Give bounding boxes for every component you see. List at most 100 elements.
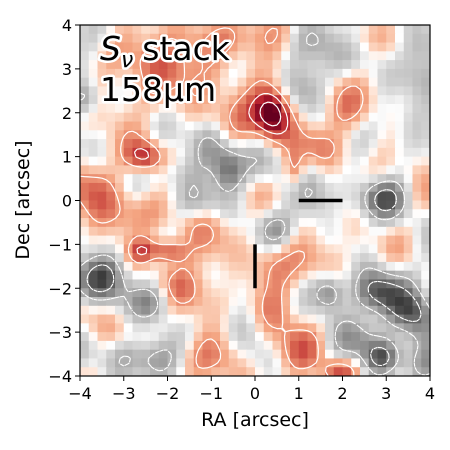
heatmap-cell (386, 209, 396, 219)
heatmap-cell (106, 314, 116, 324)
heatmap-cell (290, 340, 300, 351)
heatmap-cell (176, 297, 186, 307)
heatmap-cell (395, 51, 405, 61)
heatmap-cell (228, 323, 239, 333)
heatmap-cell (158, 51, 169, 61)
heatmap-cell (80, 174, 90, 184)
heatmap-cell (246, 42, 256, 52)
heatmap-cell (412, 332, 422, 342)
heatmap-cell (246, 209, 256, 219)
heatmap-cell (132, 200, 142, 210)
heatmap-cell (421, 174, 430, 184)
heatmap-cell (202, 68, 212, 79)
heatmap-cell (272, 332, 282, 342)
heatmap-cell (316, 191, 326, 202)
heatmap-cell (228, 367, 239, 376)
heatmap-cell (333, 314, 344, 324)
heatmap-cell (228, 68, 239, 79)
heatmap-cell (202, 25, 212, 35)
heatmap-cell (106, 139, 116, 149)
heatmap-cell (150, 226, 160, 237)
heatmap-cell (290, 314, 300, 324)
heatmap-cell (325, 288, 335, 298)
heatmap-cell (141, 367, 151, 376)
heatmap-cell (412, 314, 422, 324)
heatmap-cell (106, 121, 116, 131)
heatmap-cell (386, 349, 396, 360)
heatmap-cell (263, 51, 274, 61)
heatmap-cell (263, 60, 274, 70)
heatmap-cell (263, 86, 274, 96)
heatmap-cell (132, 323, 142, 333)
heatmap-cell (97, 209, 107, 219)
heatmap-cell (150, 86, 160, 96)
heatmap-cell (263, 235, 274, 245)
heatmap-cell (220, 314, 230, 324)
heatmap-cell (246, 314, 256, 324)
heatmap-cell (202, 77, 212, 88)
heatmap-cell (193, 200, 204, 210)
heatmap-cell (342, 323, 352, 333)
heatmap-cell (412, 112, 422, 123)
heatmap-cell (158, 139, 169, 149)
heatmap-cell (220, 288, 230, 298)
heatmap-cell (281, 314, 291, 324)
heatmap-cell (263, 340, 274, 351)
heatmap-cell (325, 244, 335, 254)
heatmap-cell (123, 51, 134, 61)
heatmap-cell (193, 209, 204, 219)
heatmap-cell (307, 314, 317, 324)
heatmap-cell (395, 174, 405, 184)
heatmap-cell (386, 226, 396, 237)
heatmap-cell (368, 182, 379, 193)
heatmap-cell (333, 367, 344, 376)
heatmap-cell (412, 139, 422, 149)
heatmap-cell (377, 42, 387, 52)
heatmap-cell (158, 156, 169, 167)
x-tick-label: −4 (68, 384, 92, 403)
heatmap-cell (272, 68, 282, 79)
heatmap-cell (386, 60, 396, 70)
heatmap-cell (97, 297, 107, 307)
heatmap-cell (123, 68, 134, 79)
heatmap-cell (281, 42, 291, 52)
heatmap-cell (333, 279, 344, 289)
heatmap-cell (132, 279, 142, 289)
heatmap-cell (237, 340, 247, 351)
heatmap-cell (377, 86, 387, 96)
heatmap-cell (115, 174, 125, 184)
heatmap-cell (150, 261, 160, 272)
heatmap-cell (88, 182, 99, 193)
heatmap-cell (228, 340, 239, 351)
heatmap-cell (412, 95, 422, 105)
heatmap-cell (176, 121, 186, 131)
heatmap-cell (80, 77, 90, 88)
heatmap-cell (316, 174, 326, 184)
heatmap-cell (123, 367, 134, 376)
heatmap-cell (211, 218, 221, 228)
heatmap-cell (316, 130, 326, 140)
heatmap-cell (412, 147, 422, 158)
heatmap-cell (316, 226, 326, 237)
heatmap-cell (377, 33, 387, 44)
heatmap-cell (167, 112, 177, 123)
heatmap-cell (360, 95, 370, 105)
heatmap-cell (412, 51, 422, 61)
heatmap-cell (132, 261, 142, 272)
heatmap-cell (412, 191, 422, 202)
heatmap-cell (220, 60, 230, 70)
heatmap-cell (246, 349, 256, 360)
heatmap-cell (377, 288, 387, 298)
heatmap-cell (272, 103, 282, 114)
heatmap-cell (158, 253, 169, 263)
heatmap-cell (88, 323, 99, 333)
heatmap-cell (106, 323, 116, 333)
heatmap-cell (412, 33, 422, 44)
heatmap-cell (333, 42, 344, 52)
heatmap-cell (80, 305, 90, 316)
heatmap-cell (123, 25, 134, 35)
heatmap-cell (307, 279, 317, 289)
heatmap-cell (307, 218, 317, 228)
heatmap-cell (342, 25, 352, 35)
heatmap-cell (123, 191, 134, 202)
